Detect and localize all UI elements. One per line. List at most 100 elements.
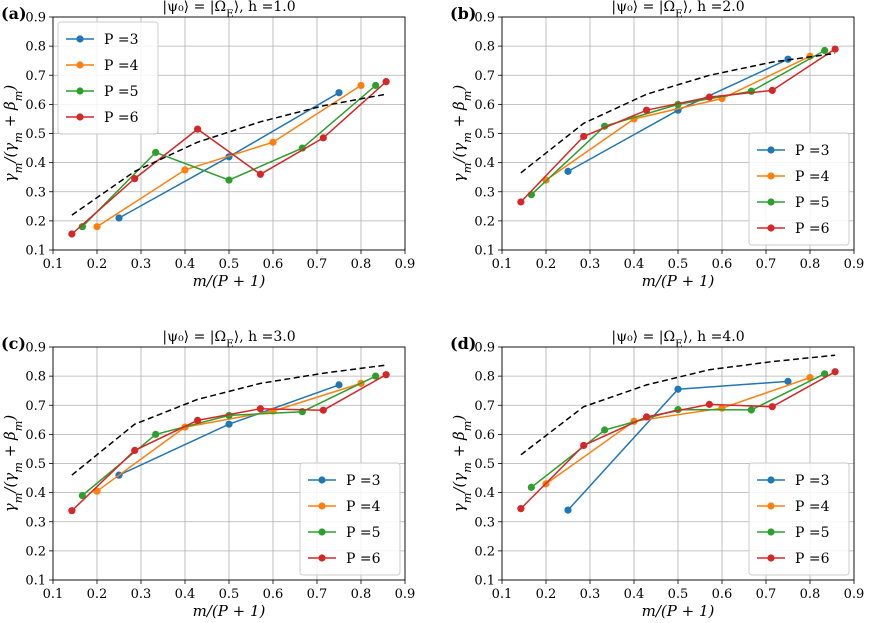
x-tick-label: 0.9 <box>844 587 865 602</box>
y-tick-label: 0.2 <box>474 214 495 229</box>
x-tick-label: 0.2 <box>87 257 108 272</box>
series-line <box>71 81 387 235</box>
x-tick-label: 0.7 <box>307 587 328 602</box>
y-tick-label: 0.9 <box>25 341 46 356</box>
legend-box <box>748 462 850 576</box>
x-tick-label: 0.8 <box>800 587 821 602</box>
legend-swatch-marker <box>767 146 775 154</box>
legend-box <box>299 462 401 576</box>
data-point <box>642 106 651 114</box>
x-tick-label: 0.6 <box>712 257 733 272</box>
legend-label: P =5 <box>795 195 830 211</box>
y-tick-label: 0.5 <box>25 457 46 472</box>
data-point <box>382 78 390 86</box>
y-tick-label: 0.9 <box>25 11 46 26</box>
legend-box <box>57 21 159 135</box>
data-point <box>768 86 776 94</box>
legend-swatch-marker <box>767 502 775 510</box>
legend: P =3 P =4 P =5 P =6 <box>299 462 401 576</box>
x-tick-label: 0.9 <box>844 257 865 272</box>
data-point <box>68 507 76 515</box>
y-tick-label: 0.4 <box>474 156 495 171</box>
y-tick-label: 0.4 <box>474 486 495 501</box>
legend-swatch-marker <box>76 113 84 121</box>
data-point <box>152 148 160 157</box>
legend-label: P =4 <box>795 499 830 515</box>
x-tick-label: 0.1 <box>492 257 513 272</box>
y-tick-label: 0.5 <box>25 127 46 142</box>
x-tick-label: 0.2 <box>87 587 108 602</box>
data-point <box>319 406 327 414</box>
data-point <box>256 405 265 413</box>
x-tick-label: 0.5 <box>668 587 689 602</box>
x-tick-label: 0.6 <box>263 587 284 602</box>
y-tick-label: 0.8 <box>25 370 46 385</box>
chart-title: |ψ₀⟩ = |ΩE⟩, h =3.0 <box>162 329 295 350</box>
y-tick-label: 0.4 <box>25 156 46 171</box>
y-tick-label: 0.5 <box>474 127 495 142</box>
y-tick-label: 0.9 <box>474 11 495 26</box>
panel-label: (c) <box>1 334 26 353</box>
data-point <box>131 175 139 183</box>
data-point <box>517 505 525 513</box>
y-tick-label: 0.3 <box>474 185 495 200</box>
legend-swatch-marker <box>76 35 84 43</box>
legend-label: P =5 <box>795 525 830 541</box>
chart-panel: 0.1 0.2 0.3 0.4 0.5 0.6 0.7 0.8 0.9 0.1 0.2 0.3 0.4 0… <box>450 0 864 290</box>
legend-label: P =6 <box>104 110 139 126</box>
data-point <box>527 483 535 491</box>
y-tick-label: 0.6 <box>25 428 46 443</box>
y-tick-label: 0.4 <box>25 486 46 501</box>
x-tick-label: 0.8 <box>351 587 372 602</box>
y-axis-label: γm/(γm + βm) <box>1 85 25 183</box>
x-tick-label: 0.6 <box>263 257 284 272</box>
y-axis-label: γm/(γm + βm) <box>450 85 474 183</box>
reference-dashed-line <box>520 52 836 174</box>
legend-label: P =4 <box>346 499 381 515</box>
y-tick-label: 0.6 <box>474 98 495 113</box>
y-tick-label: 0.3 <box>474 515 495 530</box>
x-tick-label: 0.7 <box>756 257 777 272</box>
x-tick-label: 0.3 <box>131 257 152 272</box>
data-point <box>319 134 327 142</box>
legend-label: P =6 <box>795 221 830 237</box>
legend-swatch-marker <box>767 476 775 484</box>
data-point <box>784 377 792 385</box>
axes-frame <box>52 16 406 251</box>
legend-box <box>748 132 850 246</box>
legend-label: P =3 <box>104 32 139 48</box>
x-tick-label: 0.4 <box>624 257 645 272</box>
reference-dashed-line <box>71 93 387 216</box>
panel-label: (a) <box>1 4 27 23</box>
legend-swatch-marker <box>76 61 84 69</box>
chart-panel: 0.1 0.2 0.3 0.4 0.5 0.6 0.7 0.8 0.9 0.1 0.2 0.3 0.4 0… <box>1 329 415 620</box>
legend-label: P =5 <box>346 525 381 541</box>
data-point <box>642 413 651 421</box>
data-point <box>93 223 101 231</box>
data-point <box>580 132 588 141</box>
data-point <box>372 81 380 90</box>
x-tick-label: 0.5 <box>219 257 240 272</box>
data-point <box>193 416 202 424</box>
data-point <box>674 385 682 393</box>
x-tick-label: 0.7 <box>756 587 777 602</box>
data-point <box>705 400 714 408</box>
axes-frame <box>52 346 406 581</box>
legend-label: P =3 <box>795 473 830 489</box>
y-tick-label: 0.3 <box>25 515 46 530</box>
y-tick-label: 0.2 <box>25 544 46 559</box>
data-point <box>115 214 123 222</box>
data-point <box>564 167 572 175</box>
series-line <box>71 374 387 512</box>
data-point <box>225 176 233 184</box>
y-tick-label: 0.8 <box>474 40 495 55</box>
data-point <box>78 491 86 500</box>
legend-label: P =3 <box>346 473 381 489</box>
x-tick-label: 0.1 <box>43 257 64 272</box>
y-tick-label: 0.7 <box>25 399 46 414</box>
legend-label: P =4 <box>104 58 139 74</box>
y-tick-label: 0.9 <box>474 341 495 356</box>
reference-dashed-line <box>71 364 387 476</box>
y-tick-label: 0.5 <box>474 457 495 472</box>
data-point <box>269 138 277 146</box>
